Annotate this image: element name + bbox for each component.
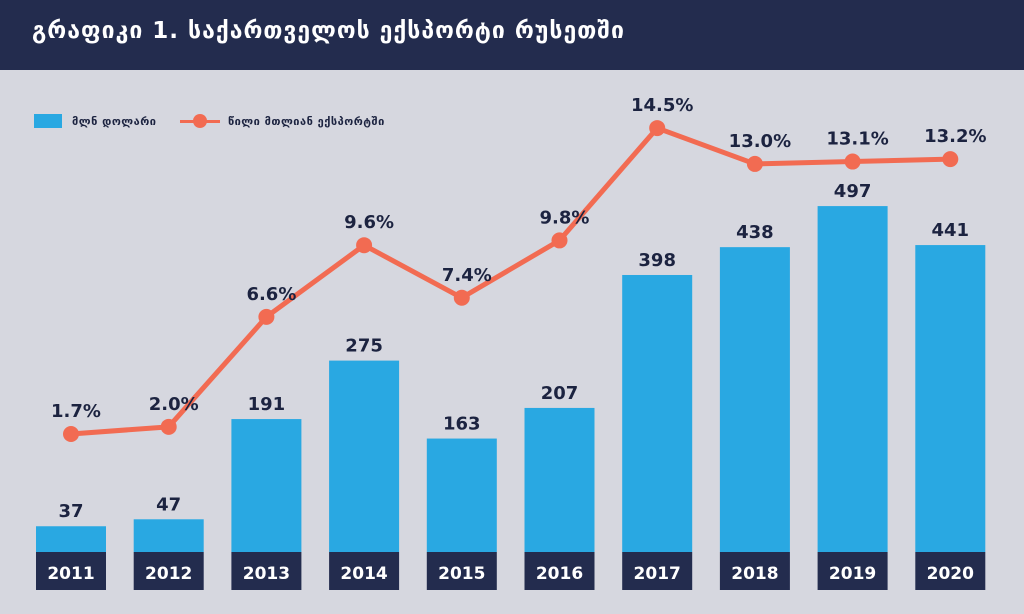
legend-item-bars: მლნ დოლარი bbox=[34, 114, 156, 128]
bar-value-label-2014: 275 bbox=[345, 336, 383, 357]
year-box-2015 bbox=[426, 552, 497, 590]
legend-line-swatch bbox=[180, 114, 220, 128]
bar-2018 bbox=[719, 247, 790, 553]
legend-bars-label: მლნ დოლარი bbox=[72, 114, 157, 128]
year-label-2014: 2014 bbox=[340, 564, 387, 584]
share-value-label-2015: 7.4% bbox=[442, 265, 492, 286]
share-point-2015 bbox=[453, 289, 470, 306]
bar-2015 bbox=[426, 438, 497, 552]
share-point-2012 bbox=[160, 418, 177, 435]
share-point-2016 bbox=[551, 232, 568, 249]
share-point-2017 bbox=[649, 120, 666, 137]
year-label-2017: 2017 bbox=[634, 564, 681, 584]
year-label-2018: 2018 bbox=[731, 564, 778, 584]
bar-value-label-2016: 207 bbox=[541, 383, 579, 404]
year-box-2018 bbox=[719, 552, 790, 590]
year-label-2016: 2016 bbox=[536, 564, 583, 584]
bar-2017 bbox=[622, 274, 693, 552]
bar-value-label-2015: 163 bbox=[443, 414, 481, 435]
year-box-2013 bbox=[231, 552, 302, 590]
share-value-label-2013: 6.6% bbox=[246, 284, 296, 305]
share-value-label-2017: 14.5% bbox=[631, 95, 693, 116]
year-box-2016 bbox=[524, 552, 595, 590]
bar-2013 bbox=[231, 419, 302, 552]
bar-value-label-2012: 47 bbox=[156, 494, 181, 515]
year-label-2015: 2015 bbox=[438, 564, 485, 584]
year-box-2014 bbox=[329, 552, 400, 590]
share-point-2018 bbox=[746, 155, 763, 172]
legend-item-line: წილი მთლიან ექსპორტში bbox=[180, 114, 385, 128]
bar-2016 bbox=[524, 407, 595, 552]
bar-2020 bbox=[915, 245, 986, 552]
year-label-2020: 2020 bbox=[927, 564, 974, 584]
share-point-2013 bbox=[258, 308, 275, 325]
year-label-2012: 2012 bbox=[145, 564, 192, 584]
bar-2011 bbox=[36, 526, 106, 552]
share-value-label-2016: 9.8% bbox=[540, 207, 590, 228]
year-box-2020 bbox=[915, 552, 986, 590]
chart-title: გრაფიკი 1. საქართველოს ექსპორტი რუსეთში bbox=[32, 18, 625, 44]
share-value-label-2018: 13.0% bbox=[729, 131, 791, 152]
share-value-label-2014: 9.6% bbox=[344, 212, 394, 233]
bar-value-label-2013: 191 bbox=[248, 394, 286, 415]
share-value-label-2020: 13.2% bbox=[924, 126, 986, 147]
bar-value-label-2017: 398 bbox=[638, 250, 676, 271]
share-point-2019 bbox=[844, 153, 861, 170]
year-label-2011: 2011 bbox=[47, 564, 94, 584]
year-box-2017 bbox=[622, 552, 693, 590]
year-label-2013: 2013 bbox=[243, 564, 290, 584]
bar-2012 bbox=[133, 519, 204, 552]
bar-2014 bbox=[329, 360, 400, 552]
share-value-label-2012: 2.0% bbox=[149, 394, 199, 415]
year-box-2019 bbox=[817, 552, 888, 590]
bar-value-label-2020: 441 bbox=[932, 220, 970, 241]
bar-value-label-2019: 497 bbox=[834, 181, 872, 202]
bar-value-label-2011: 37 bbox=[58, 501, 83, 522]
legend-line-label: წილი მთლიან ექსპორტში bbox=[228, 114, 385, 128]
bar-2019 bbox=[817, 206, 888, 552]
share-point-2020 bbox=[942, 151, 959, 168]
year-label-2019: 2019 bbox=[829, 564, 876, 584]
share-value-label-2019: 13.1% bbox=[826, 129, 888, 150]
share-point-2011 bbox=[63, 426, 79, 442]
chart-header: გრაფიკი 1. საქართველოს ექსპორტი რუსეთში bbox=[0, 0, 1024, 70]
bar-value-label-2018: 438 bbox=[736, 222, 774, 243]
share-line bbox=[70, 125, 951, 437]
legend-bar-swatch bbox=[34, 114, 62, 128]
share-point-2014 bbox=[356, 237, 373, 254]
year-box-2011 bbox=[36, 552, 106, 590]
share-value-label-2011: 1.7% bbox=[51, 401, 101, 422]
year-box-2012 bbox=[133, 552, 204, 590]
